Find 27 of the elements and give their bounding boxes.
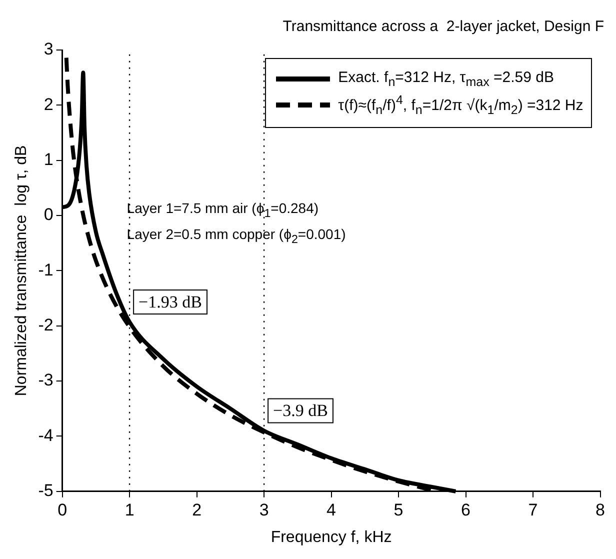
x-axis-title: Frequency f, kHz — [270, 528, 392, 546]
y-tick-label: -4 — [38, 426, 54, 445]
x-tick-label: 0 — [58, 500, 68, 520]
y-tick-label: -5 — [38, 481, 54, 500]
chart-title: Transmittance across a 2-layer jacket, Design F — [282, 18, 604, 36]
annotation: −3.9 dB — [273, 401, 328, 420]
x-tick-label: 7 — [528, 500, 538, 520]
y-tick-label: -1 — [38, 260, 54, 280]
y-tick-label: -3 — [38, 370, 54, 390]
y-tick-label: 0 — [44, 205, 54, 224]
annotation: Layer 1=7.5 mm air (ϕ$_{1}$=0.284) — [126, 200, 319, 220]
x-tick-label: 2 — [192, 500, 202, 520]
y-tick-label: 1 — [44, 150, 54, 170]
x-tick-label: 8 — [596, 500, 606, 520]
x-tick-label: 6 — [461, 500, 471, 520]
x-tick-label: 3 — [259, 500, 269, 520]
legend-label: Exact. f$_{n}$=312 Hz, τ$_{max}$ =2.59 dB — [338, 69, 554, 89]
y-axis-title: Normalized transmittance log τ, dB — [13, 145, 30, 396]
y-tick-label: 2 — [44, 94, 54, 114]
x-tick-label: 5 — [394, 500, 404, 520]
x-tick-label: 1 — [124, 500, 134, 520]
annotation: −1.93 dB — [138, 292, 202, 312]
y-tick-label: -2 — [38, 316, 54, 335]
annotation: Layer 2=0.5 mm copper (ϕ$_{2}$=0.001) — [126, 226, 346, 246]
text: τ(f)≈(f$_{n}$/f)$^{4}$, f$_{n}$=1/2π √(k$_{1}$/m$_{2}$) =312 Hz — [338, 93, 584, 117]
y-tick-label: 3 — [44, 40, 54, 59]
x-tick-label: 4 — [326, 500, 336, 520]
